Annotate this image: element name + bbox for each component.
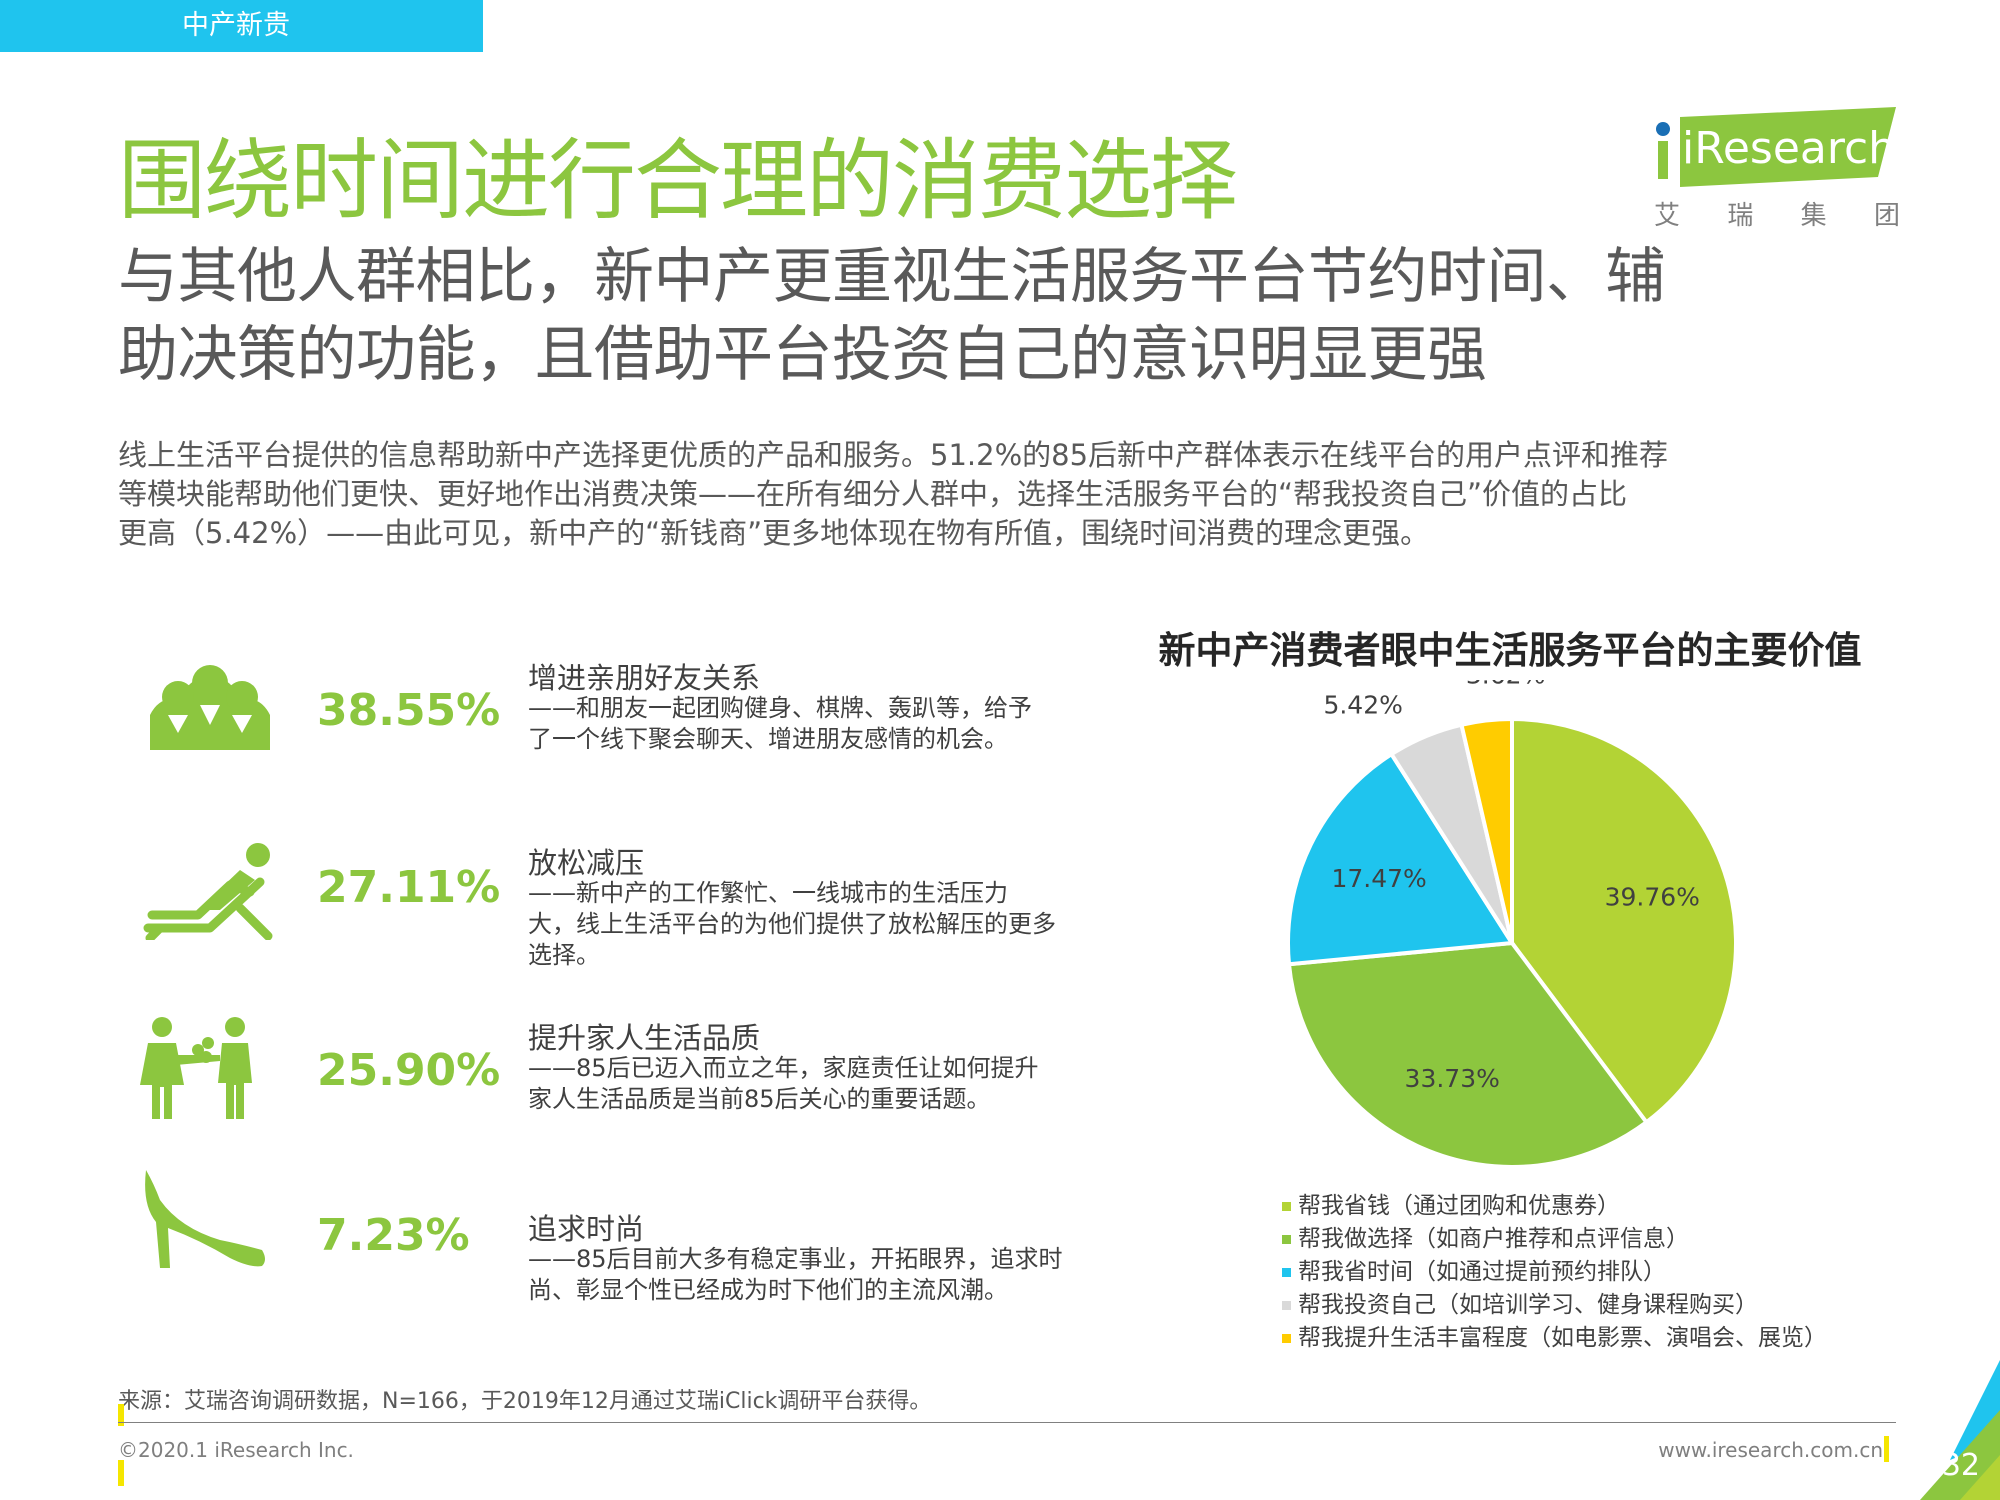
friends-icon	[150, 665, 270, 750]
accent-bar	[118, 1404, 124, 1426]
legend-swatch	[1282, 1268, 1291, 1277]
logo-banner-icon	[1656, 107, 1896, 187]
legend-entry: 帮我省钱（通过团购和优惠券）	[1282, 1190, 1827, 1223]
legend-label: 帮我省时间（如通过提前预约排队）	[1298, 1259, 1666, 1285]
legend-label: 帮我做选择（如商户推荐和点评信息）	[1298, 1226, 1689, 1252]
logo-brand-text: iResearch	[1682, 123, 1897, 174]
iresearch-logo: iResearch 艾瑞集团	[1650, 105, 1900, 235]
legend-label: 帮我省钱（通过团购和优惠券）	[1298, 1193, 1620, 1219]
item-text: ——85后已迈入而立之年，家庭责任让如何提升 家人生活品质是当前85后关心的重要话…	[528, 1054, 1039, 1113]
pie-data-label: 3.62%	[1466, 680, 1545, 690]
item-title: 提升家人生活品质	[528, 1021, 761, 1055]
website-link[interactable]: www.iresearch.com.cn	[1658, 1438, 1883, 1462]
logo-chinese-name: 艾瑞集团	[1654, 201, 1900, 231]
accent-bar	[1884, 1436, 1889, 1462]
subtitle: 与其他人群相比，新中产更重视生活服务平台节约时间、辅 助决策的功能，且借助平台投…	[118, 242, 1666, 390]
item-percent: 7.23%	[317, 1210, 470, 1261]
value-item-family: 25.90% 提升家人生活品质 ——85后已迈入而立之年，家庭责任让如何提升 家人…	[140, 1015, 1100, 1145]
pie-slice	[1286, 940, 1650, 1169]
pie-data-label: 39.76%	[1605, 882, 1700, 911]
item-title: 追求时尚	[528, 1212, 645, 1246]
pie-slice	[1286, 751, 1516, 967]
pie-data-label: 5.42%	[1323, 691, 1402, 720]
item-title: 放松减压	[528, 846, 645, 880]
legend-label: 帮我投资自己（如培训学习、健身课程购买）	[1298, 1292, 1758, 1318]
pie-slice	[1459, 716, 1514, 944]
item-text: ——新中产的工作繁忙、一线城市的生活压力 大，线上生活平台的为他们提供了放松解压的…	[528, 879, 1056, 969]
legend-entry: 帮我做选择（如商户推荐和点评信息）	[1282, 1223, 1827, 1256]
value-item-fashion: 7.23% 追求时尚 ——85后目前大多有稳定事业，开拓眼界，追求时 尚、彰显个性…	[140, 1170, 1100, 1310]
item-percent: 38.55%	[317, 685, 501, 736]
legend-swatch	[1282, 1334, 1291, 1343]
footer-divider	[118, 1422, 1896, 1423]
value-item-friends: 38.55% 增进亲朋好友关系 ——和朋友一起团购健身、棋牌、轰趴等，给予 了一个…	[140, 655, 1100, 795]
copyright: ©2020.1 iResearch Inc.	[118, 1438, 354, 1462]
page-number: 32	[1941, 1448, 1980, 1483]
legend-swatch	[1282, 1235, 1291, 1244]
pie-slice	[1510, 716, 1738, 1126]
source-note: 来源：艾瑞咨询调研数据，N=166，于2019年12月通过艾瑞iClick调研平…	[118, 1389, 932, 1414]
legend-entry: 帮我省时间（如通过提前预约排队）	[1282, 1256, 1827, 1289]
item-title: 增进亲朋好友关系	[528, 661, 761, 695]
legend-label: 帮我提升生活丰富程度（如电影票、演唱会、展览）	[1298, 1325, 1827, 1351]
high-heel-icon	[145, 1170, 265, 1270]
chart-title: 新中产消费者眼中生活服务平台的主要价值	[1158, 629, 1862, 672]
value-item-relax: 27.11% 放松减压 ——新中产的工作繁忙、一线城市的生活压力 大，线上生活平台…	[140, 840, 1100, 970]
family-icon	[140, 1017, 252, 1119]
accent-bar	[118, 1460, 124, 1486]
item-percent: 25.90%	[317, 1045, 501, 1096]
pie-data-label: 17.47%	[1331, 864, 1426, 893]
relax-icon	[143, 843, 273, 940]
section-tag: 中产新贵	[0, 0, 483, 52]
legend-entry: 帮我提升生活丰富程度（如电影票、演唱会、展览）	[1282, 1322, 1827, 1355]
description: 线上生活平台提供的信息帮助新中产选择更优质的产品和服务。51.2%的85后新中产…	[118, 438, 1669, 550]
corner-decoration-icon	[1920, 1360, 2000, 1500]
legend-swatch	[1282, 1301, 1291, 1310]
pie-data-label: 33.73%	[1405, 1064, 1500, 1093]
legend-entry: 帮我投资自己（如培训学习、健身课程购买）	[1282, 1289, 1827, 1322]
chart-legend: 帮我省钱（通过团购和优惠券） 帮我做选择（如商户推荐和点评信息） 帮我省时间（如通过…	[1282, 1190, 1827, 1355]
pie-chart: 39.76% 33.73% 17.47% 5.42% 3.62%	[1286, 680, 1738, 1169]
legend-swatch	[1282, 1202, 1291, 1211]
item-percent: 27.11%	[317, 862, 501, 913]
item-text: ——85后目前大多有稳定事业，开拓眼界，追求时 尚、彰显个性已经成为时下他们的主流…	[528, 1245, 1063, 1304]
item-text: ——和朋友一起团购健身、棋牌、轰趴等，给予 了一个线下聚会聊天、增进朋友感情的机会…	[528, 694, 1032, 753]
page-title: 围绕时间进行合理的消费选择	[118, 129, 1238, 232]
